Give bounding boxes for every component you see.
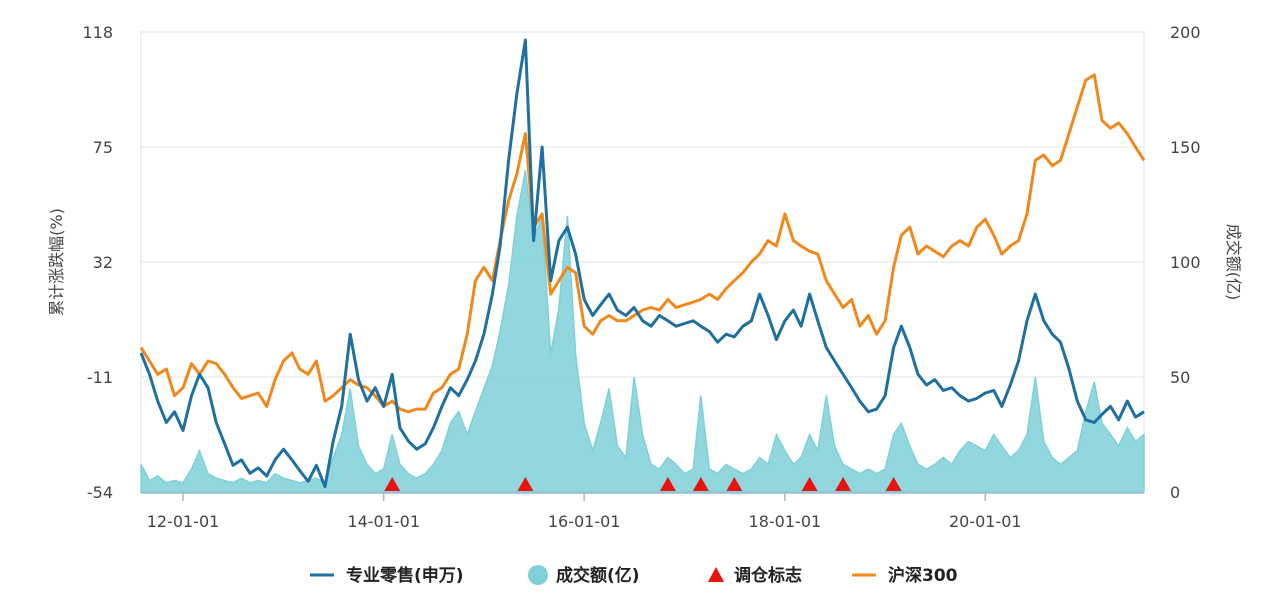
legend-label: 沪深300 [888, 565, 958, 586]
rebalance-marker [384, 477, 401, 491]
y-left-tick-label: -54 [87, 483, 113, 502]
legend-label: 专业零售(申万) [346, 565, 464, 586]
marker-layer [384, 477, 902, 491]
y-left-tick-label: -11 [87, 368, 113, 387]
x-tick-label: 18-01-01 [749, 512, 822, 531]
rebalance-marker [801, 477, 818, 491]
volume-area-series [140, 169, 1145, 493]
y-right-axis-label: 成交额(亿) [1224, 224, 1243, 301]
legend-triangle-icon [708, 567, 724, 582]
legend-label: 调仓标志 [734, 565, 802, 586]
legend-circle-icon [528, 565, 548, 585]
y-right-tick-label: 200 [1170, 23, 1201, 42]
x-tick-label: 14-01-01 [347, 512, 420, 531]
legend-label: 成交额(亿) [556, 565, 640, 586]
line-layer [139, 38, 1146, 489]
y-left-tick-label: 32 [93, 253, 113, 272]
x-tick-label: 12-01-01 [147, 512, 220, 531]
rebalance-marker [692, 477, 709, 491]
retail-line [139, 38, 1145, 489]
rebalance-marker [726, 477, 743, 491]
rebalance-marker [885, 477, 902, 491]
y-right-tick-label: 50 [1170, 368, 1190, 387]
y-right-tick-label: 100 [1170, 253, 1201, 272]
volume-area-layer [140, 169, 1145, 493]
axis-layer: 118 75 32 -11 -54 200 150 100 50 0 12-01-01 14-01-0… [82, 23, 1200, 531]
rebalance-marker [517, 477, 534, 491]
gridlines [141, 146, 1144, 378]
y-left-tick-label: 118 [82, 23, 113, 42]
y-right-tick-label: 150 [1170, 138, 1201, 157]
y-right-tick-label: 0 [1170, 483, 1180, 502]
rebalance-marker [835, 477, 852, 491]
y-left-tick-label: 75 [93, 138, 113, 157]
x-tick-label: 16-01-01 [548, 512, 621, 531]
legend: 专业零售(申万) 成交额(亿) 调仓标志 沪深300 [310, 565, 958, 586]
y-left-axis-label: 累计涨跌幅(%) [47, 208, 66, 316]
hs300-line [139, 73, 1146, 414]
x-tick-label: 20-01-01 [949, 512, 1022, 531]
rebalance-marker [659, 477, 676, 491]
